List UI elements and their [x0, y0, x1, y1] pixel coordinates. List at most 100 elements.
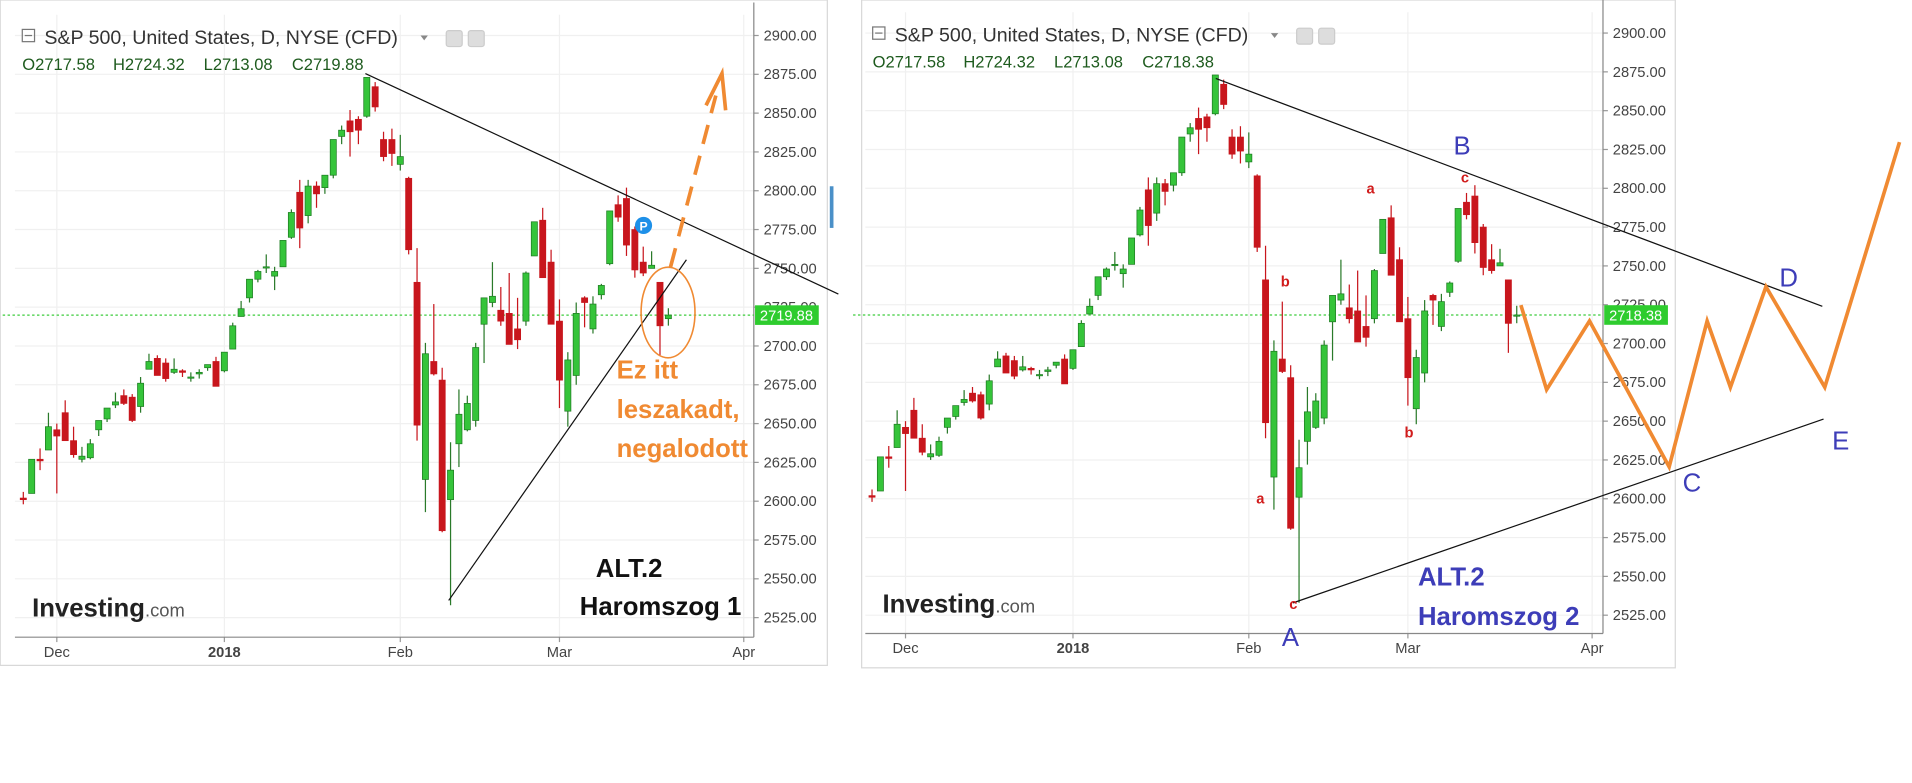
x-tick-label: Apr: [1581, 641, 1604, 657]
candle-body: [380, 139, 387, 157]
collapse-icon: [872, 26, 886, 40]
candle-body: [1329, 295, 1336, 323]
candle-body: [447, 469, 454, 501]
candle-body: [103, 407, 111, 420]
candle-body: [1513, 314, 1521, 317]
candle-body: [876, 456, 884, 492]
candle-body: [212, 361, 220, 387]
candle-body: [556, 320, 563, 381]
candle-body: [128, 396, 136, 421]
chart-title: S&P 500, United States, D, NYSE (CFD): [44, 27, 398, 49]
ohlc-value: O2717.58: [873, 52, 946, 71]
candle-body: [927, 453, 935, 458]
candle-body: [539, 219, 547, 279]
candle-body: [472, 347, 480, 421]
candle-body: [1278, 358, 1286, 372]
y-tick-label: 2550.00: [1613, 569, 1666, 585]
last-price-box: [1604, 305, 1668, 325]
ohlc-value: C2719.88: [292, 55, 364, 74]
candle-body: [1111, 263, 1119, 266]
candle-body: [1337, 293, 1345, 301]
candle-body: [170, 368, 178, 373]
candle-body: [1220, 83, 1228, 105]
chart-title: S&P 500, United States, D, NYSE (CFD): [895, 25, 1249, 47]
candle-body: [943, 417, 951, 428]
candle-body: [1019, 366, 1027, 371]
candle-body: [868, 495, 876, 498]
candle-body: [1387, 217, 1395, 276]
candle-body: [179, 370, 186, 373]
wave-label: B: [1453, 132, 1470, 160]
y-tick-label: 2650.00: [1613, 414, 1666, 430]
candle-body: [321, 174, 329, 188]
candle-body: [606, 210, 614, 265]
candle-body: [61, 412, 69, 442]
candle-body: [1312, 400, 1320, 428]
last-price-label: 2718.38: [1609, 309, 1662, 325]
candle-body: [1027, 367, 1035, 371]
ohlc-value: L2713.08: [204, 55, 273, 74]
candle-body: [1195, 118, 1203, 130]
candle-body: [1429, 295, 1437, 301]
candle-body: [1170, 172, 1177, 186]
wave-label: C: [1683, 469, 1702, 497]
y-tick-label: 2850.00: [764, 106, 817, 122]
candle-body: [313, 185, 320, 195]
candle-body: [438, 379, 446, 532]
chart: 2525.00 2550.00 2575.00 2600.00 2625.00 2650.…: [2, 2, 819, 661]
candle-body: [279, 240, 287, 268]
candle-body: [396, 156, 404, 165]
y-tick-label: 2900.00: [1613, 26, 1666, 42]
candle-body: [1437, 301, 1445, 327]
candle-body: [935, 440, 943, 456]
candle-body: [497, 309, 505, 322]
y-tick-label: 2525.00: [764, 611, 817, 627]
candle-body: [220, 351, 228, 372]
candle-body: [187, 376, 195, 379]
ohlc-value: L2713.08: [1054, 52, 1123, 71]
watermark: Investing.com: [32, 594, 185, 622]
candle-body: [137, 382, 145, 407]
candle-body: [623, 198, 630, 246]
sub-wave-label: a: [1366, 182, 1375, 198]
candle-body: [1153, 183, 1161, 214]
candle-body: [78, 455, 86, 460]
trend-line: [1292, 418, 1824, 604]
y-tick-label: 2625.00: [1613, 453, 1666, 469]
candle-body: [287, 212, 295, 238]
candle-body: [631, 229, 639, 271]
candle-body: [195, 371, 203, 375]
x-tick-label: Mar: [547, 645, 572, 661]
sub-wave-label: b: [1404, 425, 1413, 441]
candle-body: [1245, 153, 1253, 163]
ohlc-value: O2717.58: [22, 55, 95, 74]
trend-line: [1215, 77, 1823, 307]
chart: 2525.00 2550.00 2575.00 2600.00 2625.00 2650.…: [853, 0, 1668, 657]
y-tick-label: 2850.00: [1613, 104, 1666, 120]
watermark: Investing.com: [882, 591, 1035, 619]
annotation: ALT.2: [596, 555, 663, 583]
event-badge[interactable]: [634, 216, 653, 235]
candle-body: [1103, 268, 1110, 278]
candle-body: [1421, 310, 1429, 374]
y-tick-label: 2525.00: [1613, 608, 1666, 624]
candle-body: [405, 177, 413, 251]
y-tick-label: 2800.00: [1613, 181, 1666, 197]
settings-icon: [445, 30, 463, 48]
candle-body: [145, 361, 153, 370]
candle-body: [1186, 127, 1194, 135]
annotation: Haromszog 1: [580, 593, 742, 621]
annotations: Ez itt leszakadt, negalodott ALT.2 Harom…: [365, 67, 1902, 652]
candle-body: [162, 362, 170, 379]
highlight-ellipse: [640, 266, 696, 359]
candle-body: [1044, 369, 1052, 372]
candle-body: [1354, 310, 1362, 343]
x-tick-label: Dec: [892, 641, 918, 657]
candle-body: [354, 118, 362, 131]
candle-body: [1069, 349, 1077, 369]
candle-body: [1178, 136, 1186, 174]
candle-body: [246, 278, 253, 299]
candle-body: [656, 281, 664, 327]
candle-body: [1320, 344, 1328, 419]
x-tick-label: Apr: [732, 645, 755, 661]
